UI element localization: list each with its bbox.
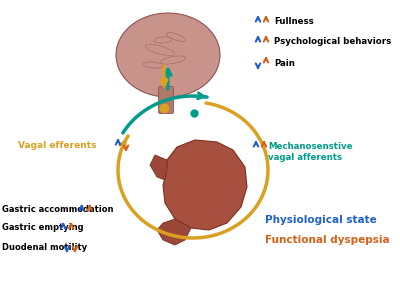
Polygon shape: [157, 219, 191, 245]
Text: Gastric accommodation: Gastric accommodation: [2, 205, 114, 215]
Text: Vagal efferents: Vagal efferents: [18, 141, 96, 150]
Polygon shape: [163, 140, 247, 230]
Text: Mechanosenstive
vagal afferents: Mechanosenstive vagal afferents: [268, 142, 352, 162]
Text: Gastric emptying: Gastric emptying: [2, 223, 84, 233]
FancyBboxPatch shape: [158, 87, 174, 113]
Ellipse shape: [116, 13, 220, 97]
Polygon shape: [150, 155, 167, 180]
Text: Functional dyspepsia: Functional dyspepsia: [265, 235, 390, 245]
Ellipse shape: [170, 67, 202, 87]
Text: Duodenal motility: Duodenal motility: [2, 243, 87, 251]
Text: Pain: Pain: [274, 58, 295, 68]
Text: Physiological state: Physiological state: [265, 215, 377, 225]
Text: Psychological behaviors: Psychological behaviors: [274, 38, 391, 46]
Text: Fullness: Fullness: [274, 17, 314, 27]
